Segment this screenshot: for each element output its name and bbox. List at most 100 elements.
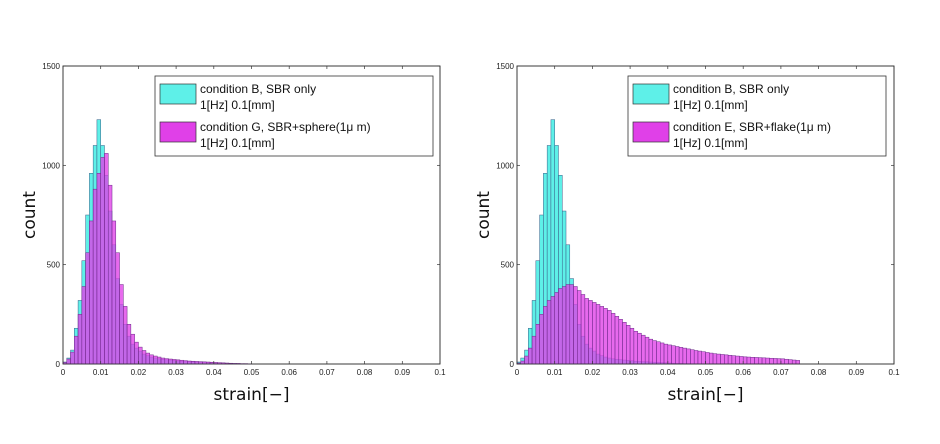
histogram-bar xyxy=(584,298,589,365)
legend-label: condition G, SBR+sphere(1μ m) xyxy=(200,120,371,134)
series-2 xyxy=(62,153,252,365)
histogram-bar xyxy=(77,314,83,365)
histogram-bar xyxy=(520,360,525,365)
histogram-bar xyxy=(546,300,552,365)
x-tick-label: 0.08 xyxy=(811,368,827,377)
histogram-bar xyxy=(543,306,548,365)
legend-swatch xyxy=(632,83,670,105)
legend: condition B, SBR only 1[Hz] 0.1[mm] condit… xyxy=(627,75,887,157)
histogram-bar xyxy=(761,357,767,365)
histogram-bar xyxy=(701,351,706,365)
x-tick-label: 0.09 xyxy=(395,368,411,377)
histogram-bar xyxy=(599,306,604,365)
histogram-bar xyxy=(735,355,740,365)
histogram-bar xyxy=(652,340,657,365)
x-tick-label: 0.06 xyxy=(281,368,297,377)
y-axis-label: count xyxy=(474,191,494,239)
histogram-bar xyxy=(678,347,684,365)
histogram-bar xyxy=(126,324,132,365)
y-tick-label: 1000 xyxy=(496,161,514,170)
histogram-bar xyxy=(123,306,128,365)
histogram-bar xyxy=(524,355,529,365)
histogram-bar xyxy=(138,346,143,365)
histogram-bar xyxy=(629,327,635,365)
legend-swatch xyxy=(632,121,670,143)
histogram-bar xyxy=(580,294,586,365)
histogram-bar xyxy=(675,346,680,365)
legend-swatch xyxy=(159,83,197,105)
histogram-bar xyxy=(622,322,627,365)
histogram-bar xyxy=(569,284,574,365)
x-tick-label: 0.03 xyxy=(168,368,184,377)
histogram-bar xyxy=(561,286,567,365)
histogram-bar xyxy=(742,356,748,365)
x-tick-label: 0.04 xyxy=(206,368,222,377)
histogram-bar xyxy=(626,325,631,365)
x-axis-label: strain[−] xyxy=(668,385,744,405)
y-tick-label: 500 xyxy=(501,261,515,270)
histogram-bar xyxy=(750,357,755,365)
y-axis-label: count xyxy=(20,191,40,239)
x-tick-label: 0.1 xyxy=(434,368,446,377)
histogram-bar xyxy=(577,290,582,365)
histogram-bar xyxy=(644,336,650,365)
legend-label: 1[Hz] 0.1[mm] xyxy=(200,136,275,150)
histogram-bar xyxy=(754,357,759,365)
histogram-bar xyxy=(618,319,623,365)
histogram-bar xyxy=(709,352,714,365)
histogram-bar xyxy=(153,355,158,365)
histogram-bar xyxy=(89,220,94,365)
histogram-bar xyxy=(780,358,785,365)
x-tick-label: 0.01 xyxy=(93,368,109,377)
histogram-bar xyxy=(773,358,778,365)
y-tick-label: 0 xyxy=(510,360,515,369)
histogram-bar xyxy=(765,357,770,365)
x-tick-label: 0.05 xyxy=(244,368,260,377)
histogram-bar xyxy=(663,343,669,365)
histogram-bar xyxy=(633,330,638,365)
histogram-bar xyxy=(592,302,597,365)
x-tick-label: 0.01 xyxy=(547,368,563,377)
y-tick-label: 0 xyxy=(56,360,61,369)
x-tick-label: 0.04 xyxy=(660,368,676,377)
histogram-bar xyxy=(107,184,113,365)
histogram-bar xyxy=(183,360,188,365)
histogram-bar xyxy=(720,354,725,365)
legend-label: condition B, SBR only xyxy=(673,82,789,96)
chart-1: 0 0.01 0.02 0.03 0.04 0.05 0.06 0.07 0.08 0.09 0.1… xyxy=(20,62,446,405)
histogram-bar xyxy=(130,333,135,365)
legend-box xyxy=(154,75,434,157)
histogram-bar xyxy=(724,354,729,365)
histogram-bar xyxy=(614,316,620,365)
histogram-bar xyxy=(758,357,763,365)
histogram-bar xyxy=(671,345,676,365)
histogram-bar xyxy=(611,313,616,365)
histogram-bar xyxy=(603,308,608,365)
histogram-bar xyxy=(731,355,736,365)
histogram-bar xyxy=(558,288,563,365)
histogram-bar xyxy=(697,350,702,365)
histogram-bar xyxy=(746,356,751,365)
legend: condition B, SBR only 1[Hz] 0.1[mm] condit… xyxy=(154,75,434,157)
histogram-bar xyxy=(531,335,537,365)
histogram-bar xyxy=(788,359,793,365)
x-tick-label: 0.02 xyxy=(585,368,601,377)
x-tick-label: 0.05 xyxy=(698,368,714,377)
y-tick-label: 1000 xyxy=(42,161,60,170)
x-tick-label: 0.08 xyxy=(357,368,373,377)
legend-swatch xyxy=(159,121,197,143)
histogram-bar xyxy=(739,356,744,365)
histogram-bar xyxy=(157,356,162,365)
histogram-bar xyxy=(179,359,184,365)
histogram-bar xyxy=(641,334,646,365)
histogram-bar xyxy=(565,284,571,365)
x-tick-label: 0.06 xyxy=(735,368,751,377)
histogram-bar xyxy=(172,359,177,365)
legend-label: 1[Hz] 0.1[mm] xyxy=(200,98,275,112)
histogram-bar xyxy=(795,360,800,365)
histogram-bar xyxy=(727,355,733,365)
histogram-bar xyxy=(660,342,665,365)
x-tick-label: 0.09 xyxy=(849,368,865,377)
x-tick-label: 0.07 xyxy=(773,368,789,377)
